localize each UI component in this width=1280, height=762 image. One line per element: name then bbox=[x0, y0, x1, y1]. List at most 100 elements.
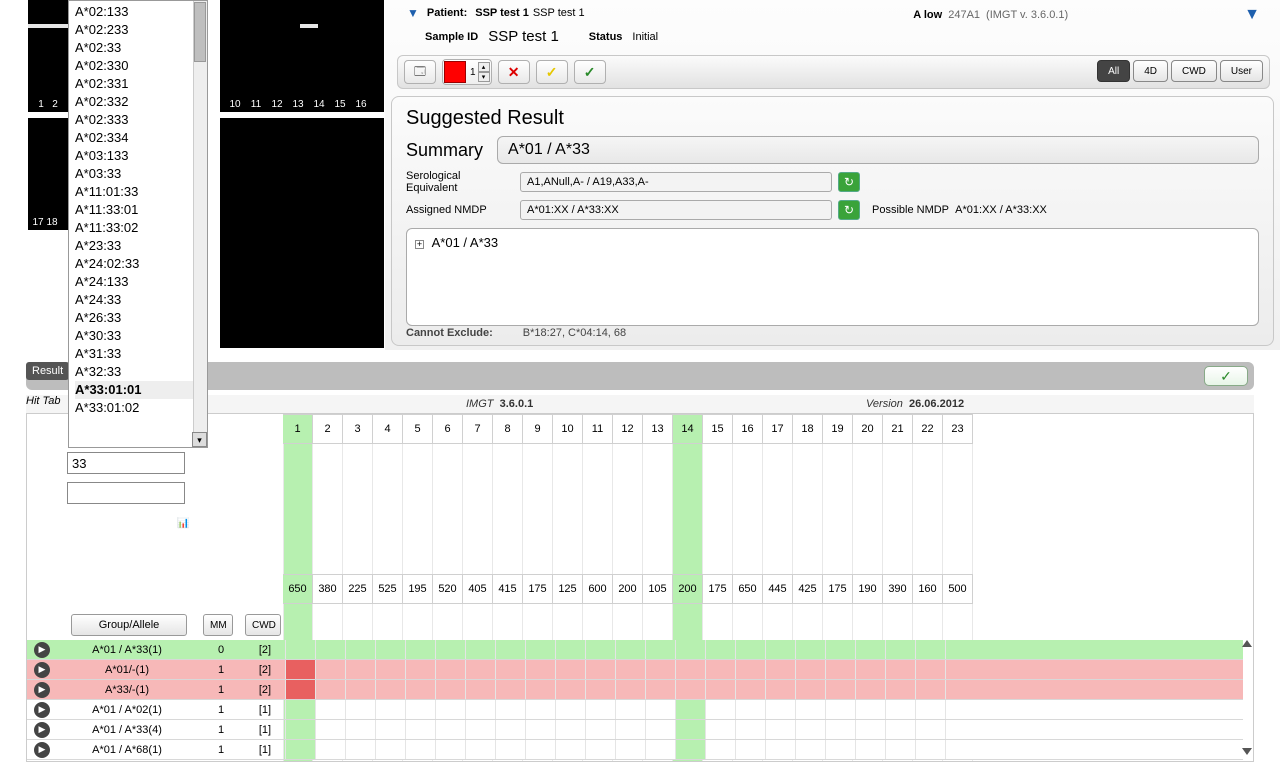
column-header[interactable]: 6 bbox=[433, 414, 463, 444]
expand-row-icon[interactable]: ▶ bbox=[34, 662, 50, 678]
column-header[interactable]: 19 bbox=[823, 414, 853, 444]
column-header[interactable]: 8 bbox=[493, 414, 523, 444]
column-header[interactable]: 7 bbox=[463, 414, 493, 444]
expand-row-icon[interactable]: ▶ bbox=[34, 742, 50, 758]
allele-search-input[interactable] bbox=[67, 452, 185, 474]
table-row[interactable]: ▶A*01 / A*68(1)1[1] bbox=[27, 740, 1243, 760]
column-value: 190 bbox=[853, 574, 883, 604]
column-header[interactable]: 4 bbox=[373, 414, 403, 444]
dropdown-item[interactable]: A*02:331 bbox=[75, 75, 201, 93]
dropdown-item[interactable]: A*02:33 bbox=[75, 39, 201, 57]
dropdown-item[interactable]: A*11:33:01 bbox=[75, 201, 201, 219]
scroll-down-icon[interactable] bbox=[1242, 748, 1252, 755]
dropdown-item[interactable]: A*02:233 bbox=[75, 21, 201, 39]
table-row[interactable]: ▶A*01/-(1)1[2] bbox=[27, 660, 1243, 680]
scrollbar-thumb[interactable] bbox=[194, 2, 206, 62]
dropdown-item[interactable]: A*02:133 bbox=[75, 3, 201, 21]
sample-label: Sample ID bbox=[425, 31, 478, 43]
dropdown-item[interactable]: A*24:02:33 bbox=[75, 255, 201, 273]
dropdown-item[interactable]: A*02:334 bbox=[75, 129, 201, 147]
mm-button[interactable]: MM bbox=[203, 614, 233, 636]
refresh-button[interactable]: ↻ bbox=[838, 172, 860, 192]
column-header[interactable]: 22 bbox=[913, 414, 943, 444]
status-label: Status bbox=[589, 31, 623, 43]
column-value: 175 bbox=[703, 574, 733, 604]
filter-all-button[interactable]: All bbox=[1097, 60, 1130, 82]
scrollbar[interactable] bbox=[193, 1, 207, 447]
scrollbar[interactable] bbox=[1241, 640, 1253, 761]
dropdown-item[interactable]: A*03:33 bbox=[75, 165, 201, 183]
group-allele-button[interactable]: Group/Allele bbox=[71, 614, 187, 636]
column-header[interactable]: 9 bbox=[523, 414, 553, 444]
dropdown-item[interactable]: A*02:332 bbox=[75, 93, 201, 111]
column-header[interactable]: 3 bbox=[343, 414, 373, 444]
dropdown-item[interactable]: A*33:01:01 bbox=[75, 381, 201, 399]
column-header[interactable]: 10 bbox=[553, 414, 583, 444]
mm-cell: 1 bbox=[197, 664, 245, 676]
dropdown-item[interactable]: A*02:330 bbox=[75, 57, 201, 75]
table-row[interactable]: ▶A*01 / A*02(1)1[1] bbox=[27, 700, 1243, 720]
dropdown-item[interactable]: A*03:133 bbox=[75, 147, 201, 165]
expand-row-icon[interactable]: ▶ bbox=[34, 642, 50, 658]
group-allele-cell: A*01 / A*33(4) bbox=[57, 724, 197, 736]
column-header[interactable]: 5 bbox=[403, 414, 433, 444]
dropdown-item[interactable]: A*23:33 bbox=[75, 237, 201, 255]
spinner[interactable]: ▴▾ bbox=[478, 62, 490, 82]
column-header[interactable]: 11 bbox=[583, 414, 613, 444]
dropdown-item[interactable]: A*11:01:33 bbox=[75, 183, 201, 201]
expand-row-icon[interactable]: ▶ bbox=[34, 682, 50, 698]
column-header[interactable]: 18 bbox=[793, 414, 823, 444]
dropdown-item[interactable]: A*26:33 bbox=[75, 309, 201, 327]
column-header[interactable]: 21 bbox=[883, 414, 913, 444]
allele-dropdown[interactable]: A*02:133A*02:233A*02:33A*02:330A*02:331A… bbox=[68, 0, 208, 448]
dropdown-item[interactable]: A*30:33 bbox=[75, 327, 201, 345]
sero-input[interactable]: A1,ANull,A- / A19,A33,A- bbox=[520, 172, 832, 192]
filter-user-button[interactable]: User bbox=[1220, 60, 1263, 82]
column-value: 525 bbox=[373, 574, 403, 604]
table-row[interactable]: ▶A*01 / A*33(1)0[2] bbox=[27, 640, 1243, 660]
result-tree[interactable]: + A*01 / A*33 bbox=[406, 228, 1259, 326]
column-header[interactable]: 23 bbox=[943, 414, 973, 444]
red-marker-icon[interactable] bbox=[444, 61, 466, 83]
filter-4d-button[interactable]: 4D bbox=[1133, 60, 1168, 82]
expand-icon[interactable]: ▼ bbox=[1244, 6, 1260, 24]
expand-row-icon[interactable]: ▶ bbox=[34, 722, 50, 738]
dropdown-item[interactable]: A*33:01:02 bbox=[75, 399, 201, 417]
accept-button[interactable]: ✓ bbox=[574, 60, 606, 84]
column-header[interactable]: 2 bbox=[313, 414, 343, 444]
stats-icon[interactable]: 📊 bbox=[177, 518, 189, 529]
column-header[interactable]: 14 bbox=[673, 414, 703, 444]
expand-icon[interactable]: ▼ bbox=[407, 6, 419, 20]
table-row[interactable]: ▶A*33/-(1)1[2] bbox=[27, 680, 1243, 700]
expand-row-icon[interactable]: ▶ bbox=[34, 702, 50, 718]
dropdown-item[interactable]: A*11:33:02 bbox=[75, 219, 201, 237]
pending-button[interactable]: ✓ bbox=[536, 60, 568, 84]
dropdown-item[interactable]: A*24:33 bbox=[75, 291, 201, 309]
dropdown-item[interactable]: A*31:33 bbox=[75, 345, 201, 363]
column-header[interactable]: 20 bbox=[853, 414, 883, 444]
dropdown-item[interactable]: A*02:333 bbox=[75, 111, 201, 129]
tree-expand-icon[interactable]: + bbox=[415, 240, 424, 249]
column-header[interactable]: 13 bbox=[643, 414, 673, 444]
dropdown-item[interactable]: A*24:133 bbox=[75, 273, 201, 291]
tool-button[interactable]: 🗔 bbox=[404, 60, 436, 84]
refresh-button[interactable]: ↻ bbox=[838, 200, 860, 220]
column-value: 405 bbox=[463, 574, 493, 604]
reject-button[interactable]: ✕ bbox=[498, 60, 530, 84]
nmdp-input[interactable]: A*01:XX / A*33:XX bbox=[520, 200, 832, 220]
column-header[interactable]: 1 bbox=[283, 414, 313, 444]
confirm-button[interactable]: ✓ bbox=[1204, 366, 1248, 386]
column-header[interactable]: 15 bbox=[703, 414, 733, 444]
scroll-up-icon[interactable] bbox=[1242, 640, 1252, 647]
column-header[interactable]: 16 bbox=[733, 414, 763, 444]
table-row[interactable]: ▶A*01 / A*33(4)1[1] bbox=[27, 720, 1243, 740]
cwd-button[interactable]: CWD bbox=[245, 614, 281, 636]
tree-item[interactable]: A*01 / A*33 bbox=[432, 235, 499, 250]
result-button[interactable]: Result bbox=[26, 362, 69, 380]
column-header[interactable]: 12 bbox=[613, 414, 643, 444]
dropdown-item[interactable]: A*32:33 bbox=[75, 363, 201, 381]
filter-cwd-button[interactable]: CWD bbox=[1171, 60, 1217, 82]
dropdown-arrow-icon[interactable]: ▾ bbox=[192, 432, 207, 447]
allele-search-input-2[interactable] bbox=[67, 482, 185, 504]
column-header[interactable]: 17 bbox=[763, 414, 793, 444]
